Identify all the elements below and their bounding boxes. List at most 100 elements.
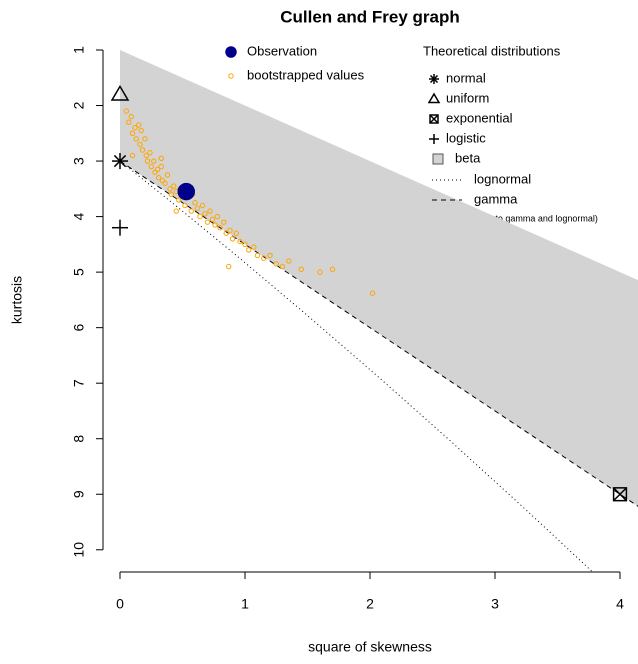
marker-ring <box>128 113 134 120</box>
marker-ring <box>237 238 243 245</box>
marker-plus <box>112 219 128 236</box>
x-tick-label: 2 <box>366 596 374 612</box>
marker-ring <box>168 191 174 198</box>
marker-ring <box>199 202 206 209</box>
marker-ring <box>142 136 148 142</box>
marker-ring <box>136 122 142 128</box>
y-tick-label: 10 <box>71 542 87 558</box>
marker-part <box>123 108 129 114</box>
legend-label: lognormal <box>474 171 531 186</box>
marker-part <box>227 227 233 234</box>
marker-ring <box>298 266 304 273</box>
x-tick-label: 3 <box>491 596 499 612</box>
marker-part <box>612 487 628 502</box>
marker-ring <box>369 290 376 296</box>
marker-part <box>251 244 257 250</box>
marker-part <box>199 202 206 209</box>
marker-part <box>286 258 292 264</box>
marker-ring <box>167 186 173 192</box>
marker-ring <box>227 227 233 234</box>
marker-ring <box>156 175 162 181</box>
marker-triangle <box>427 92 441 104</box>
y-tick-label: 6 <box>71 324 87 332</box>
marker-ring <box>204 219 211 225</box>
marker-part <box>168 191 174 198</box>
marker-ring <box>154 166 161 173</box>
marker-part <box>148 163 154 170</box>
marker-part <box>242 241 248 248</box>
marker-ring <box>158 155 164 161</box>
marker-ring <box>139 147 146 153</box>
marker-ring <box>223 230 229 236</box>
marker-ring <box>317 269 323 275</box>
marker-part <box>369 290 376 296</box>
marker-ring <box>242 241 248 248</box>
marker-part <box>158 163 164 170</box>
marker-ring <box>188 208 194 214</box>
chart-title: Cullen and Frey graph <box>280 7 459 26</box>
marker-part <box>154 166 161 173</box>
marker-part <box>137 141 143 148</box>
marker-part <box>129 152 136 159</box>
marker-part <box>228 73 234 79</box>
marker-part <box>192 200 198 206</box>
marker-part <box>171 183 177 189</box>
marker-ring <box>209 216 216 223</box>
marker-ring <box>123 108 129 114</box>
marker-part <box>197 213 203 220</box>
marker-part <box>128 113 134 120</box>
legend-label: bootstrapped values <box>247 67 365 82</box>
y-tick-label: 7 <box>71 379 87 387</box>
marker-part <box>156 175 162 181</box>
marker-ring <box>144 158 151 164</box>
marker-part <box>164 172 171 178</box>
marker-part <box>223 230 229 236</box>
marker-ring <box>246 247 252 253</box>
marker-part <box>176 197 182 203</box>
marker-part <box>226 263 232 270</box>
x-tick-label: 1 <box>241 596 249 612</box>
marker-ring <box>229 236 236 242</box>
marker-plus <box>429 134 439 144</box>
marker-part <box>221 219 227 225</box>
marker-ring <box>194 205 201 211</box>
marker-part <box>151 158 157 164</box>
marker-part <box>225 46 237 58</box>
marker-ring <box>148 163 154 170</box>
marker-part <box>261 255 267 261</box>
legend-label: uniform <box>446 90 489 105</box>
marker-square <box>432 153 444 165</box>
marker-ring <box>143 152 149 159</box>
marker-part <box>147 150 153 156</box>
legend-label: normal <box>446 70 486 85</box>
marker-ring <box>129 130 136 136</box>
legend-title: Theoretical distributions <box>423 43 561 58</box>
marker-part <box>204 219 211 225</box>
marker-part <box>110 84 130 101</box>
legend-label: gamma <box>474 191 518 206</box>
marker-ring <box>261 255 267 261</box>
marker-part <box>317 269 323 275</box>
marker-part <box>432 153 444 165</box>
marker-part <box>139 147 146 153</box>
marker-part <box>267 252 273 259</box>
marker-part <box>144 158 151 164</box>
legend-label: Observation <box>247 43 317 58</box>
lognormal-line <box>119 160 594 572</box>
marker-part <box>142 136 148 142</box>
marker-ring <box>192 200 198 206</box>
marker-part <box>194 205 201 211</box>
marker-ring <box>279 263 286 270</box>
marker-part <box>237 238 243 245</box>
marker-ring <box>202 211 208 217</box>
legend-note: (Weibull is close to gamma and lognormal… <box>428 213 598 223</box>
y-tick-label: 3 <box>71 157 87 165</box>
marker-part <box>209 216 216 223</box>
marker-ring <box>126 119 132 125</box>
marker-part <box>246 247 252 253</box>
marker-part <box>158 155 164 161</box>
marker-ring <box>228 73 234 79</box>
y-tick-label: 4 <box>71 212 87 220</box>
marker-ring <box>171 183 177 189</box>
